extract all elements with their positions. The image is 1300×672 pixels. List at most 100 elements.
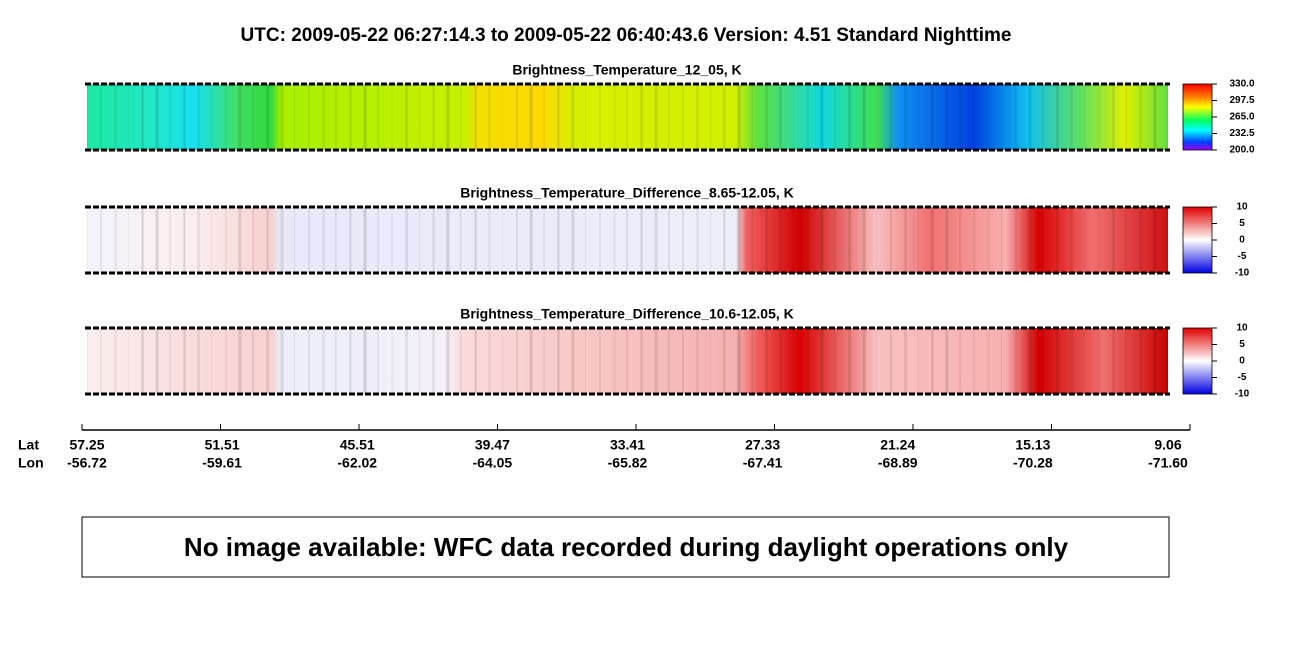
swath-streak: [252, 84, 253, 150]
panel-title: Brightness_Temperature_Difference_8.65-1…: [460, 185, 794, 201]
swath-streak: [627, 207, 628, 273]
swath-streak: [238, 328, 241, 394]
swath-streak: [959, 84, 960, 150]
swath-streak: [669, 84, 670, 150]
swath-streak: [197, 207, 200, 273]
swath-streak: [987, 328, 990, 394]
swath-streak: [766, 328, 768, 394]
lat-tick-label: 57.25: [69, 437, 104, 453]
swath-streak: [432, 84, 434, 150]
swath-streak: [543, 328, 544, 394]
swath-streak: [655, 84, 658, 150]
swath-streak: [1098, 328, 1100, 394]
swath-streak: [571, 207, 574, 273]
swath-streak: [141, 328, 143, 394]
swath-streak: [807, 328, 809, 394]
swath-streak: [682, 207, 684, 273]
swath-streak: [142, 328, 144, 394]
lon-tick-label: -67.41: [743, 455, 783, 471]
swath-streak: [114, 328, 117, 394]
swath-streak: [820, 328, 823, 394]
panel-title: Brightness_Temperature_Difference_10.6-1…: [460, 306, 794, 322]
swath-streak: [710, 207, 711, 273]
swath-streak: [225, 207, 227, 273]
swath-streak: [141, 84, 143, 150]
swath-streak: [557, 84, 559, 150]
swath-streak: [835, 84, 836, 150]
swath-streak: [1043, 328, 1044, 394]
swath-streak: [377, 84, 378, 150]
swath-streak: [1056, 207, 1058, 273]
swath-streak: [447, 328, 450, 394]
swath-streak: [557, 207, 559, 273]
swath-streak: [335, 84, 336, 150]
swath-streak: [1154, 84, 1157, 150]
swath-streak: [1126, 207, 1127, 273]
swath-streak: [863, 328, 866, 394]
swath-streak: [156, 207, 159, 273]
swath-streak: [1153, 84, 1156, 150]
swath-streak: [322, 328, 325, 394]
swath-streak: [779, 84, 782, 150]
swath-streak: [820, 84, 823, 150]
swath-streak: [529, 328, 532, 394]
swath-streak: [1028, 207, 1031, 273]
swath-streak: [558, 328, 560, 394]
swath-streak: [308, 328, 310, 394]
swath-streak: [627, 84, 628, 150]
lon-tick-label: -59.61: [202, 455, 242, 471]
swath-streak: [378, 84, 379, 150]
swath-streak: [336, 207, 337, 273]
swath-streak: [945, 328, 948, 394]
swath-streak: [183, 328, 185, 394]
swath-streak: [932, 84, 934, 150]
swath-streak: [461, 84, 462, 150]
swath-streak: [349, 207, 351, 273]
swath-streak: [502, 207, 503, 273]
swath-streak: [890, 207, 892, 273]
swath-streak: [1028, 328, 1031, 394]
lon-tick-label: -71.60: [1148, 455, 1188, 471]
swath-streak: [544, 84, 545, 150]
swath-streak: [848, 84, 850, 150]
swath-image: [87, 84, 1168, 150]
swath-streak: [946, 84, 949, 150]
swath-streak: [156, 328, 159, 394]
swath-streak: [1056, 328, 1058, 394]
swath-streak: [475, 328, 477, 394]
swath-streak: [959, 328, 960, 394]
swath-streak: [128, 207, 129, 273]
swath-streak: [391, 328, 393, 394]
swath-streak: [1167, 207, 1168, 273]
swath-streak: [433, 207, 435, 273]
swath-streak: [807, 84, 809, 150]
swath-streak: [211, 328, 212, 394]
swath-streak: [114, 84, 117, 150]
swath-streak: [322, 207, 325, 273]
swath-streak: [419, 207, 420, 273]
swath-streak: [267, 84, 269, 150]
swath-streak: [252, 207, 253, 273]
swath-streak: [585, 328, 586, 394]
swath-streak: [308, 84, 310, 150]
swath-streak: [640, 328, 642, 394]
swath-streak: [558, 84, 560, 150]
colorbar-tick-label: -10: [1235, 268, 1250, 279]
swath-streak: [752, 328, 753, 394]
swath-streak: [141, 207, 143, 273]
swath-streak: [267, 207, 269, 273]
swath-streak: [572, 207, 575, 273]
lon-tick-label: -62.02: [337, 455, 377, 471]
swath-streak: [460, 84, 461, 150]
swath-streak: [252, 328, 253, 394]
lon-tick-label: -56.72: [67, 455, 107, 471]
swath-streak: [363, 328, 366, 394]
swath-streak: [100, 328, 102, 394]
swath-streak: [100, 84, 102, 150]
swath-streak: [1028, 84, 1031, 150]
swath-streak: [225, 328, 227, 394]
swath-streak: [613, 84, 616, 150]
swath-streak: [765, 328, 767, 394]
swath-streak: [641, 328, 643, 394]
colorbar-tick-label: 5: [1239, 339, 1245, 350]
